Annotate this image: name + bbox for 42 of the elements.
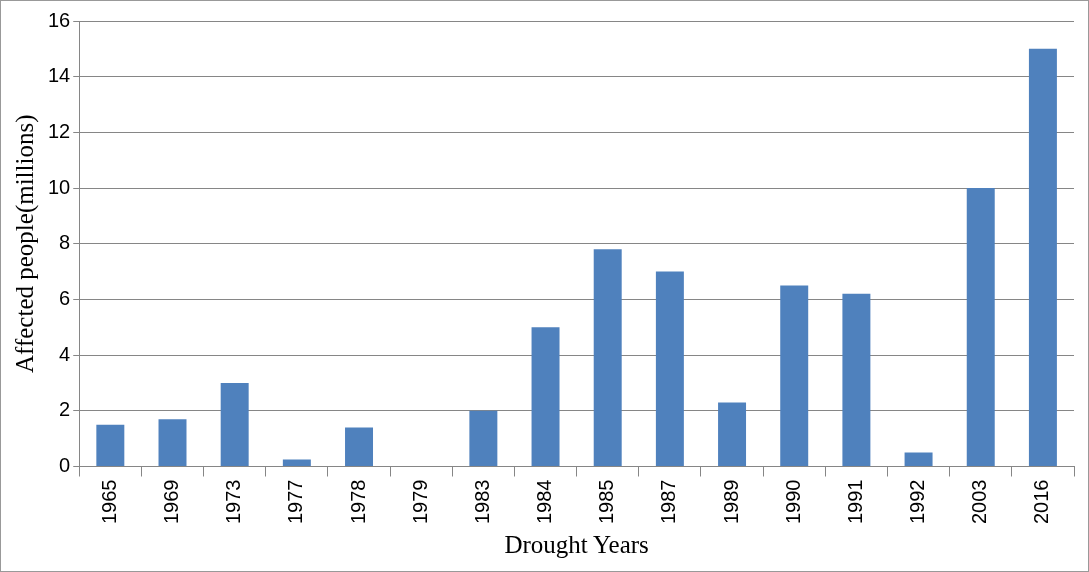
bar xyxy=(966,188,995,467)
x-tick-label: 2003 xyxy=(968,479,991,525)
bar xyxy=(718,402,747,467)
x-tick-label: 1987 xyxy=(657,479,680,525)
bar xyxy=(1028,48,1057,467)
y-tick-label: 8 xyxy=(59,231,71,254)
bar xyxy=(282,459,311,467)
bar xyxy=(220,382,249,467)
x-tick-label: 1985 xyxy=(595,479,618,525)
bar xyxy=(780,285,809,467)
y-tick-label: 4 xyxy=(59,342,71,365)
y-tick-label: 16 xyxy=(48,8,71,31)
x-tick-label: 1989 xyxy=(719,479,742,525)
y-tick-label: 2 xyxy=(59,398,71,421)
y-tick-label: 12 xyxy=(48,119,71,142)
x-tick-label: 1984 xyxy=(533,479,556,525)
x-tick-label: 1973 xyxy=(222,479,245,525)
y-tick-label: 0 xyxy=(59,454,71,477)
x-tick-label: 2016 xyxy=(1030,479,1053,525)
y-axis-title: Affected people(millions) xyxy=(10,114,39,373)
bar xyxy=(593,249,622,467)
y-tick-label: 14 xyxy=(48,64,71,87)
x-tick-label: 1979 xyxy=(408,479,431,525)
bar xyxy=(158,419,187,467)
x-tick-label: 1977 xyxy=(284,479,307,525)
x-tick-label: 1965 xyxy=(97,479,120,525)
x-tick-label: 1969 xyxy=(160,479,183,525)
x-axis-title: Drought Years xyxy=(504,530,649,558)
y-tick-label: 10 xyxy=(48,175,71,198)
bar xyxy=(904,452,933,467)
bar xyxy=(655,271,684,467)
x-tick-label: 1991 xyxy=(843,479,866,525)
x-tick-label: 1983 xyxy=(470,479,493,525)
bar xyxy=(469,410,498,467)
x-tick-label: 1992 xyxy=(906,479,929,525)
bar xyxy=(345,427,374,467)
y-tick-label: 6 xyxy=(59,286,71,309)
x-tick-label: 1978 xyxy=(346,479,369,525)
bar xyxy=(531,327,560,467)
bar xyxy=(842,293,871,467)
bar xyxy=(96,424,125,467)
x-tick-label: 1990 xyxy=(781,479,804,525)
